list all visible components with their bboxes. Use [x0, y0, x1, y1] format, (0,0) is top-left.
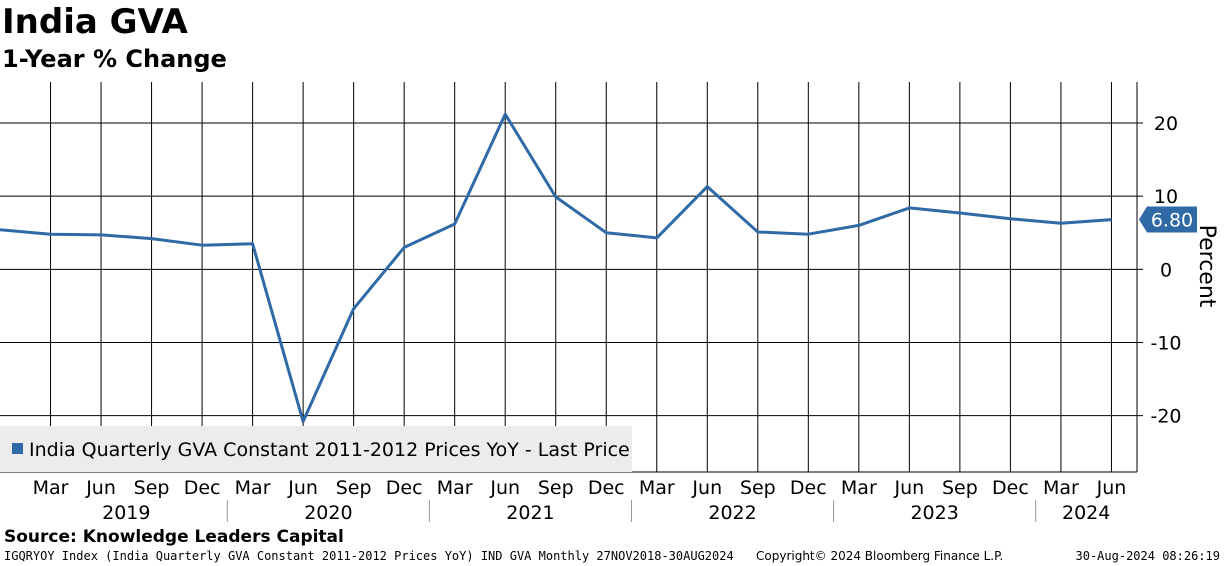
- grid-lines: [0, 82, 1137, 472]
- x-year-label: 2021: [506, 502, 554, 524]
- source-note: Source: Knowledge Leaders Capital: [4, 527, 344, 547]
- x-tick-label: Dec: [184, 477, 221, 499]
- x-tick-label: Jun: [1096, 477, 1127, 499]
- x-tick-label: Sep: [942, 477, 978, 499]
- x-year-label: 2022: [708, 502, 756, 524]
- series-group: 6.80: [0, 112, 1197, 423]
- y-tick-label: 10: [1154, 186, 1178, 208]
- x-tick-labels: Mar Jun Sep Dec Mar Jun Sep Dec Mar Jun Sep Dec Mar J…: [33, 477, 1127, 524]
- x-tick-label: Jun: [691, 477, 722, 499]
- x-tick-label: Mar: [639, 477, 675, 499]
- x-tick-label: Dec: [386, 477, 423, 499]
- x-year-label: 2020: [304, 502, 352, 524]
- x-tick-label: Sep: [538, 477, 574, 499]
- x-tick-label: Sep: [134, 477, 170, 499]
- axes: [0, 82, 1143, 473]
- legend-box: [0, 426, 632, 472]
- x-tick-label: Sep: [740, 477, 776, 499]
- legend-swatch: [12, 443, 23, 454]
- y-tick-labels: 20 10 0 -10 -20: [1150, 113, 1181, 428]
- y-tick-label: -10: [1150, 332, 1181, 354]
- chart-title: India GVA: [2, 2, 188, 42]
- footer-timestamp: 30-Aug-2024 08:26:19: [1075, 549, 1221, 563]
- x-tick-label: Dec: [992, 477, 1029, 499]
- x-year-label: 2024: [1062, 502, 1110, 524]
- last-value-label: 6.80: [1151, 210, 1193, 232]
- y-tick-label: 0: [1160, 259, 1172, 281]
- x-tick-label: Jun: [287, 477, 318, 499]
- y-tick-label: -20: [1150, 406, 1181, 428]
- y-axis-label: Percent: [1194, 225, 1219, 308]
- x-tick-label: Mar: [437, 477, 473, 499]
- x-tick-label: Jun: [894, 477, 925, 499]
- x-tick-label: Mar: [33, 477, 69, 499]
- x-tick-label: Mar: [235, 477, 271, 499]
- x-year-label: 2019: [102, 502, 150, 524]
- chart-subtitle: 1-Year % Change: [2, 45, 227, 73]
- x-tick-label: Dec: [588, 477, 625, 499]
- x-year-label: 2023: [910, 502, 958, 524]
- x-tick-label: Jun: [489, 477, 520, 499]
- footer-copyright: Copyright© 2024 Bloomberg Finance L.P.: [756, 549, 1004, 563]
- legend-entry: India Quarterly GVA Constant 2011-2012 P…: [29, 439, 630, 461]
- x-tick-label: Mar: [1043, 477, 1079, 499]
- x-tick-label: Sep: [336, 477, 372, 499]
- x-tick-label: Dec: [790, 477, 827, 499]
- x-tick-label: Mar: [841, 477, 877, 499]
- last-value-callout: [1139, 206, 1197, 233]
- legend: India Quarterly GVA Constant 2011-2012 P…: [0, 426, 632, 472]
- footer-ticker-info: IGQRYOY Index (India Quarterly GVA Const…: [4, 549, 734, 563]
- y-tick-label: 20: [1154, 113, 1178, 135]
- x-tick-label: Jun: [85, 477, 116, 499]
